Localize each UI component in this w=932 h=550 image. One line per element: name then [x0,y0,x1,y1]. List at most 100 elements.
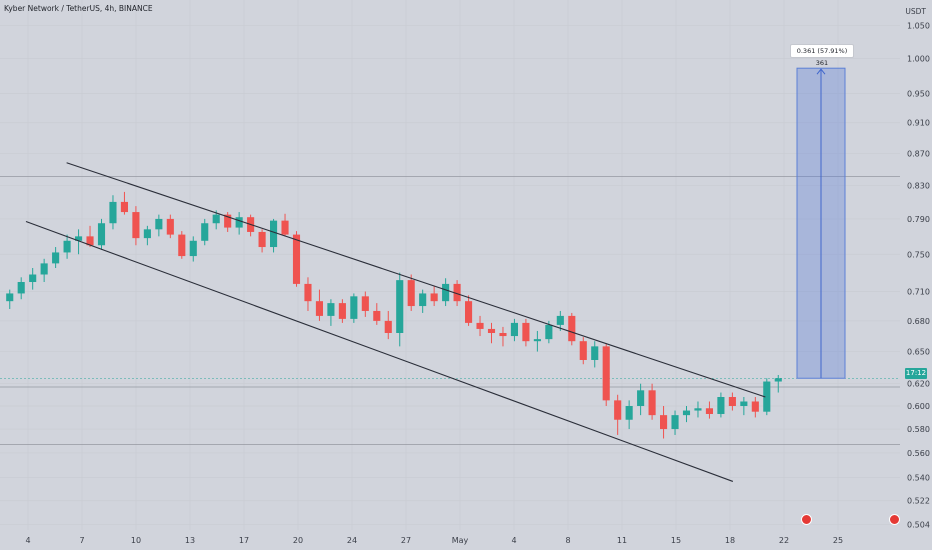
horizontal-levels [0,175,900,445]
candle-body [396,280,404,333]
candle-body [728,396,736,407]
candle-body [442,283,450,302]
y-tick-label: 0.830 [907,181,930,190]
x-tick-label: 25 [833,536,843,545]
candle-body [453,283,461,302]
channel-upper-line [66,162,766,398]
candle-body [499,332,507,337]
candle-body [694,408,702,411]
y-tick-label: 0.870 [907,149,930,158]
candle-body [166,218,174,235]
x-tick-label: May [452,536,469,545]
candle-body [407,280,415,307]
candle-body [740,401,748,407]
candle-body [178,234,186,257]
candle-body [189,240,197,257]
measurement-arrow-head [816,68,826,75]
candle-body [6,293,14,302]
x-tick-label: 8 [565,536,570,545]
candle-body [648,390,656,416]
y-tick-label: 0.680 [907,317,930,326]
candle-body [143,229,151,239]
candle-body [40,263,48,275]
candle-body [361,296,369,311]
x-tick-label: 24 [347,536,357,545]
y-tick-label: 0.540 [907,474,930,483]
x-tick-label: 13 [185,536,195,545]
candle-body [29,274,37,283]
candle-body [304,283,312,302]
candle-body [579,341,587,360]
candle-body [717,396,725,414]
x-tick-label: 18 [725,536,735,545]
candle-body [556,315,564,325]
y-tick-label: 1.050 [907,21,930,30]
y-tick-label: 0.522 [907,497,930,506]
x-tick-label: 7 [79,536,84,545]
candle-body [430,293,438,302]
x-tick-label: 20 [293,536,303,545]
us-flag-icon[interactable] [801,514,812,525]
last-price-badge: 17:12 [905,368,927,379]
y-tick-label: 0.600 [907,402,930,411]
trend-channel[interactable] [25,162,766,482]
candle-body [591,346,599,360]
candle-body [52,252,60,264]
x-tick-label: 11 [617,536,627,545]
candle-body [533,339,541,342]
candle-body [625,406,633,420]
measurement-box[interactable] [796,67,846,379]
candles [6,191,782,439]
x-tick-label: 22 [779,536,789,545]
candle-body [235,217,243,228]
channel-lower-line [25,220,734,482]
y-tick-label: 0.950 [907,89,930,98]
candle-body [86,236,94,246]
x-tick-label: 27 [401,536,411,545]
candle-body [373,310,381,321]
candle-body [281,220,289,235]
x-tick-label: 10 [131,536,141,545]
x-tick-label: 4 [511,536,516,545]
candle-body [671,415,679,430]
candle-body [682,410,691,416]
candle-body [132,212,140,239]
candle-body [120,201,128,213]
y-tick-label: 0.580 [907,425,930,434]
candle-body [155,218,163,230]
us-flag-icon[interactable] [889,514,900,525]
y-tick-label: 0.560 [907,449,930,458]
y-tick-label: 0.620 [907,380,930,389]
time-axis[interactable]: 4 7 10 13 17 20 24 27 May 4 8 11 15 18 22 25 [25,536,843,545]
candle-body [212,214,220,224]
x-tick-label: 15 [671,536,681,545]
price-axis[interactable]: 0.504 0.522 0.540 0.560 0.580 0.600 0.620 0.650… [907,21,930,529]
candle-body [327,303,335,316]
grid [0,0,900,530]
candle-body [763,381,771,412]
candle-body [522,322,530,342]
candle-body [315,301,323,316]
candle-body [97,223,106,246]
y-tick-label: 0.910 [907,119,930,128]
candle-body [63,240,71,253]
candle-body [705,408,713,414]
candle-body [350,296,358,319]
chart-title: Kyber Network / TetherUS, 4h, BINANCE [4,4,153,13]
y-tick-label: 0.750 [907,250,930,259]
candle-body [660,415,668,430]
x-tick-label: 17 [239,536,249,545]
candle-body [109,201,117,224]
candle-body [476,322,484,329]
candle-body [487,328,496,333]
candle-body [17,282,25,294]
candle-body [338,303,346,319]
candle-body [292,234,301,284]
axis-unit: USDT [905,7,926,16]
candle-body [614,400,622,420]
candle-body [201,223,209,241]
candle-body [602,346,610,401]
candle-body [384,320,392,333]
